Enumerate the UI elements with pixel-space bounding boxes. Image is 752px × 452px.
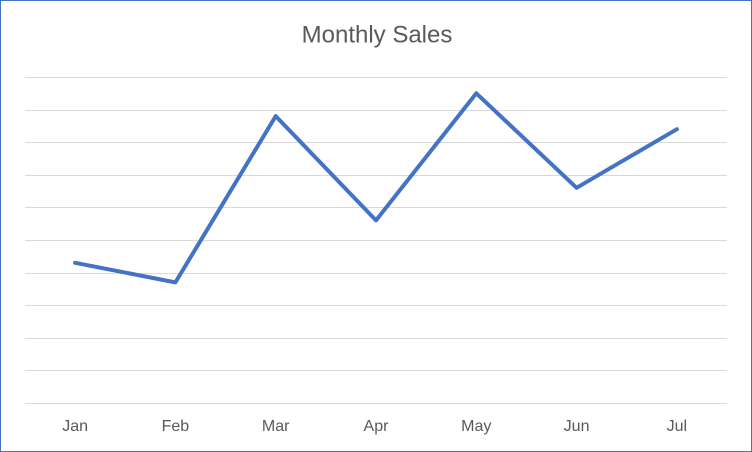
line-series bbox=[73, 91, 679, 285]
x-tick-label: May bbox=[461, 418, 491, 435]
x-tick-label: Jul bbox=[667, 418, 687, 435]
x-tick-label: Jun bbox=[564, 418, 590, 435]
x-tick-label: Jan bbox=[62, 418, 88, 435]
x-tick-label: Mar bbox=[262, 418, 290, 435]
x-tick-label: Apr bbox=[364, 418, 390, 435]
x-tick-label: Feb bbox=[162, 418, 190, 435]
chart-title: Monthly Sales bbox=[302, 21, 453, 48]
